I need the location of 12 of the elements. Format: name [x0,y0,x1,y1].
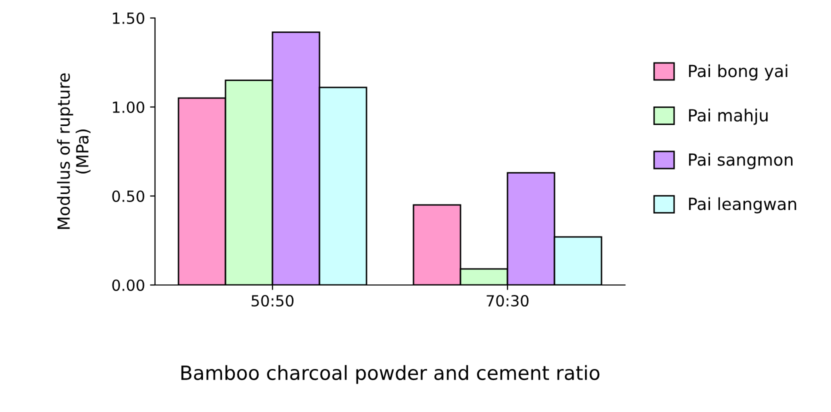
x-axis-title: Bamboo charcoal powder and cement ratio [181,365,600,384]
y-tick-label: 1.50 [112,12,144,24]
legend-label: Pai mahju [689,108,768,125]
y-tick-label: 0.00 [112,279,144,292]
y-tick-label: 1.00 [112,101,144,114]
legend-label: Pai bong yai [689,64,788,81]
legend-label: Pai leangwan [689,197,796,214]
x-tick-label: 70:30 [486,294,528,307]
y-tick-label: 0.50 [112,190,144,202]
x-tick-label: 50:50 [252,294,294,307]
legend-label: Pai sangmon [689,152,792,170]
y-axis-title: Modulus of rupture (MPa) [57,73,91,229]
